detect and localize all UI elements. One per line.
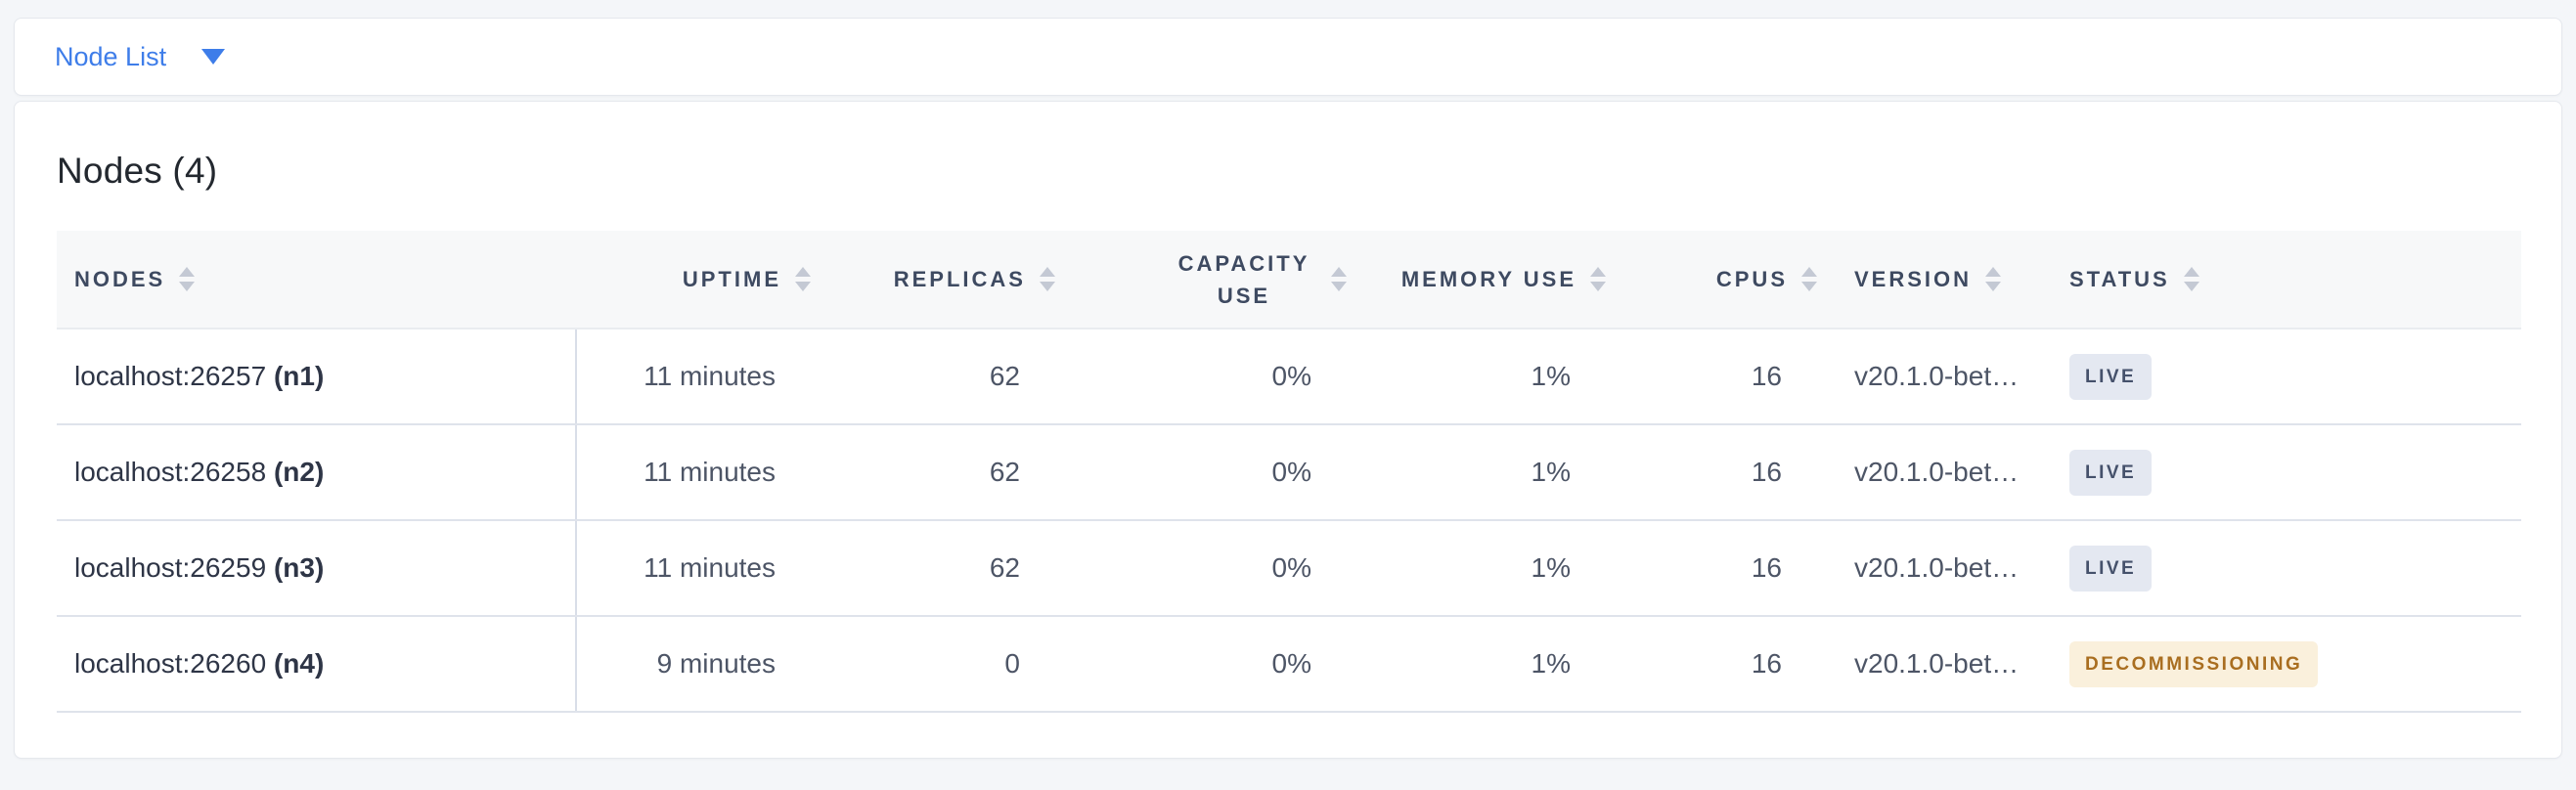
table-header-row: NODES UPTIME REPLICAS xyxy=(57,231,2521,329)
node-address: localhost:26260 xyxy=(74,648,267,679)
status-cell: LIVE xyxy=(2030,520,2521,617)
node-list-dropdown-label: Node List xyxy=(55,41,167,71)
capacity-use-cell: 0% xyxy=(1055,520,1347,617)
version-cell: v20.1.0-bet… xyxy=(1817,424,2030,521)
status-badge: LIVE xyxy=(2069,545,2153,592)
status-cell: DECOMMISSIONING xyxy=(2030,616,2521,713)
node-address: localhost:26258 xyxy=(74,457,267,487)
replicas-cell: 62 xyxy=(811,520,1055,617)
node-address-cell[interactable]: localhost:26259 (n3) xyxy=(57,520,577,617)
version-cell: v20.1.0-bet… xyxy=(1817,329,2030,425)
table-row: localhost:26257 (n1) 11 minutes 62 0% 1%… xyxy=(57,329,2521,425)
status-cell: LIVE xyxy=(2030,424,2521,521)
sort-icon xyxy=(1985,267,2002,291)
column-header-status[interactable]: STATUS xyxy=(2030,231,2521,329)
sort-icon xyxy=(1331,267,1347,291)
column-header-replicas[interactable]: REPLICAS xyxy=(811,231,1055,329)
capacity-use-cell: 0% xyxy=(1055,329,1347,425)
node-id: (n2) xyxy=(273,457,325,487)
memory-use-cell: 1% xyxy=(1347,520,1606,617)
column-header-memory-use[interactable]: MEMORY USE xyxy=(1347,231,1606,329)
node-address-cell[interactable]: localhost:26258 (n2) xyxy=(57,424,577,521)
replicas-cell: 62 xyxy=(811,424,1055,521)
caret-down-icon xyxy=(201,49,226,65)
uptime-cell: 11 minutes xyxy=(576,329,811,425)
uptime-cell: 11 minutes xyxy=(576,520,811,617)
page-title: Nodes (4) xyxy=(57,151,218,191)
cpus-cell: 16 xyxy=(1606,520,1817,617)
column-header-version[interactable]: VERSION xyxy=(1817,231,2030,329)
sort-icon xyxy=(1801,267,1817,291)
sort-icon xyxy=(795,267,811,291)
view-selector-bar: Node List xyxy=(14,18,2562,96)
column-header-cpus[interactable]: CPUS xyxy=(1606,231,1817,329)
status-badge: LIVE xyxy=(2069,449,2153,496)
replicas-cell: 62 xyxy=(811,329,1055,425)
memory-use-cell: 1% xyxy=(1347,424,1606,521)
replicas-cell: 0 xyxy=(811,616,1055,713)
table-row: localhost:26258 (n2) 11 minutes 62 0% 1%… xyxy=(57,424,2521,521)
status-badge: LIVE xyxy=(2069,353,2153,400)
table-row: localhost:26259 (n3) 11 minutes 62 0% 1%… xyxy=(57,520,2521,617)
column-header-uptime[interactable]: UPTIME xyxy=(576,231,811,329)
column-header-capacity-use[interactable]: CAPACITY USE xyxy=(1055,231,1347,329)
memory-use-cell: 1% xyxy=(1347,616,1606,713)
status-badge: DECOMMISSIONING xyxy=(2069,640,2319,687)
node-id: (n4) xyxy=(273,648,325,679)
nodes-table: NODES UPTIME REPLICAS xyxy=(57,231,2521,713)
sort-icon xyxy=(2183,267,2199,291)
uptime-cell: 9 minutes xyxy=(576,616,811,713)
sort-icon xyxy=(1590,267,1606,291)
node-address: localhost:26259 xyxy=(74,552,267,583)
capacity-use-cell: 0% xyxy=(1055,424,1347,521)
node-address-cell[interactable]: localhost:26257 (n1) xyxy=(57,329,577,425)
column-header-nodes[interactable]: NODES xyxy=(57,231,576,329)
table-row: localhost:26260 (n4) 9 minutes 0 0% 1% 1… xyxy=(57,616,2521,713)
capacity-use-cell: 0% xyxy=(1055,616,1347,713)
sort-icon xyxy=(1040,267,1055,291)
memory-use-cell: 1% xyxy=(1347,329,1606,425)
node-address: localhost:26257 xyxy=(74,361,267,391)
cpus-cell: 16 xyxy=(1606,424,1817,521)
uptime-cell: 11 minutes xyxy=(576,424,811,521)
node-address-cell[interactable]: localhost:26260 (n4) xyxy=(57,616,577,713)
version-cell: v20.1.0-bet… xyxy=(1817,520,2030,617)
status-cell: LIVE xyxy=(2030,329,2521,425)
cpus-cell: 16 xyxy=(1606,329,1817,425)
nodes-card: Nodes (4) NODES UPTIME xyxy=(14,101,2562,759)
node-id: (n1) xyxy=(273,361,325,391)
sort-icon xyxy=(179,267,196,291)
version-cell: v20.1.0-bet… xyxy=(1817,616,2030,713)
node-list-dropdown[interactable]: Node List xyxy=(55,41,226,72)
cpus-cell: 16 xyxy=(1606,616,1817,713)
node-id: (n3) xyxy=(273,552,325,583)
